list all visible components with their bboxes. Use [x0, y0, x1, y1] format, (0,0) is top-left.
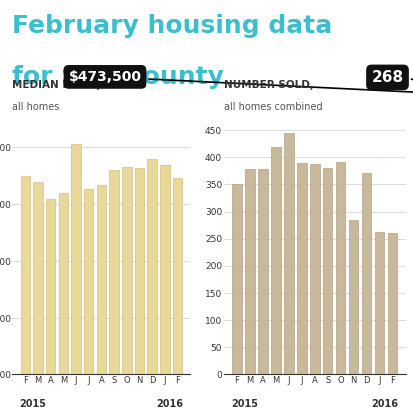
Text: 2015: 2015 — [19, 399, 46, 409]
Bar — [134, 168, 144, 416]
Text: 2016: 2016 — [370, 399, 397, 409]
Text: $473,500: $473,500 — [68, 70, 413, 180]
Text: MEDIAN PRICE,: MEDIAN PRICE, — [12, 80, 101, 90]
Bar — [122, 167, 131, 416]
Text: 2015: 2015 — [230, 399, 257, 409]
Bar — [322, 168, 332, 374]
Bar — [270, 146, 280, 374]
Bar — [71, 144, 81, 416]
Bar — [244, 169, 254, 374]
Bar — [172, 178, 182, 416]
Bar — [296, 163, 306, 374]
Text: NUMBER SOLD,: NUMBER SOLD, — [223, 80, 313, 90]
Bar — [387, 233, 396, 374]
Text: all homes: all homes — [12, 102, 59, 112]
Bar — [21, 176, 30, 416]
Text: 2016: 2016 — [156, 399, 183, 409]
Text: for SLO County: for SLO County — [12, 65, 224, 89]
Bar — [109, 170, 119, 416]
Bar — [335, 162, 345, 374]
Bar — [160, 164, 169, 416]
Text: 268: 268 — [370, 70, 413, 235]
Bar — [97, 185, 106, 416]
Bar — [33, 181, 43, 416]
Text: all homes combined: all homes combined — [223, 102, 321, 112]
Bar — [309, 164, 319, 374]
Text: February housing data: February housing data — [12, 14, 332, 38]
Bar — [46, 198, 55, 416]
Bar — [348, 220, 358, 374]
Bar — [361, 173, 370, 374]
Bar — [374, 232, 384, 374]
Bar — [283, 133, 293, 374]
Bar — [231, 184, 241, 374]
Bar — [84, 189, 93, 416]
Bar — [59, 193, 68, 416]
Bar — [147, 159, 157, 416]
Bar — [257, 169, 267, 374]
